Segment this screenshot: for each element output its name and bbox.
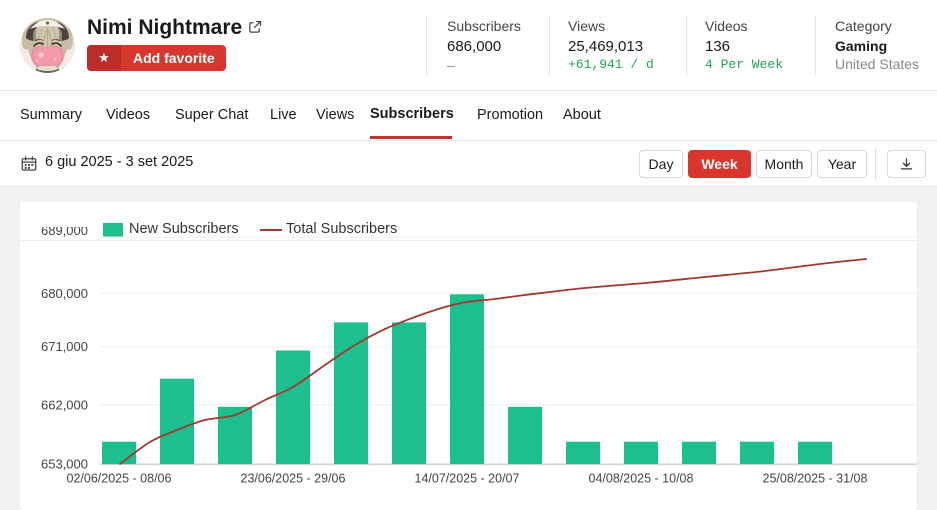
svg-text:653,000: 653,000 — [41, 457, 88, 472]
svg-text:662,000: 662,000 — [41, 397, 88, 412]
svg-text:02/06/2025 - 08/06: 02/06/2025 - 08/06 — [67, 472, 172, 486]
svg-text:23/06/2025 - 29/06: 23/06/2025 - 29/06 — [241, 472, 346, 486]
svg-text:14/07/2025 - 20/07: 14/07/2025 - 20/07 — [415, 472, 520, 486]
svg-text:25/08/2025 - 31/08: 25/08/2025 - 31/08 — [763, 472, 868, 486]
svg-text:671,000: 671,000 — [41, 339, 88, 354]
svg-text:689,000: 689,000 — [41, 227, 88, 238]
svg-text:680,000: 680,000 — [41, 286, 88, 301]
svg-text:04/08/2025 - 10/08: 04/08/2025 - 10/08 — [589, 472, 694, 486]
